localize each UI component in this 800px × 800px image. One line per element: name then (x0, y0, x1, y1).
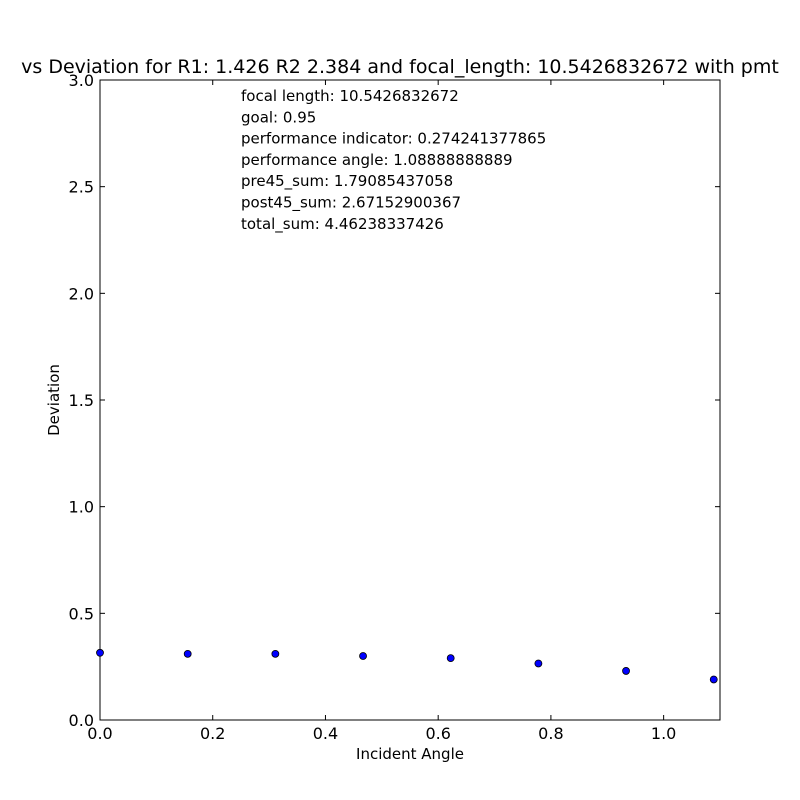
data-point (271, 649, 280, 658)
data-point (446, 654, 455, 663)
y-tick-label: 1.0 (69, 498, 94, 517)
annotation-line: goal: 0.95 (241, 108, 316, 126)
data-point (534, 659, 543, 668)
x-tick-label: 0.6 (425, 724, 450, 743)
chart-title: vs Deviation for R1: 1.426 R2 2.384 and … (21, 56, 779, 78)
plot-area (99, 79, 721, 721)
annotation-line: pre45_sum: 1.79085437058 (241, 172, 453, 191)
y-tick-label: 2.0 (69, 284, 94, 303)
x-tick-label: 0.0 (87, 724, 112, 743)
x-tick-label: 0.2 (200, 724, 225, 743)
y-tick-label: 3.0 (69, 71, 94, 90)
data-point (96, 648, 104, 657)
y-tick-label: 1.5 (69, 391, 94, 410)
data-point (622, 667, 630, 675)
annotation-line: post45_sum: 2.67152900367 (241, 194, 461, 213)
data-point (709, 675, 718, 684)
annotation-line: performance angle: 1.08888888889 (241, 151, 513, 169)
data-points (96, 648, 718, 684)
x-axis-label: Incident Angle (356, 745, 464, 763)
y-tick-label: 2.5 (69, 178, 94, 197)
data-point (183, 649, 192, 658)
annotation-line: performance indicator: 0.274241377865 (241, 130, 546, 148)
y-tick-label: 0.0 (69, 711, 94, 730)
y-tick-label: 0.5 (69, 604, 94, 623)
y-axis-label: Deviation (45, 364, 63, 436)
x-tick-label: 0.4 (313, 724, 338, 743)
annotation-line: focal length: 10.5426832672 (241, 87, 459, 105)
x-tick-label: 0.8 (538, 724, 563, 743)
annotation-line: total_sum: 4.46238337426 (241, 215, 444, 234)
annotation-box: focal length: 10.5426832672 goal: 0.95 per… (241, 87, 546, 234)
axis-ticks: 0.0 0.2 0.4 0.6 0.8 1.0 0.0 0.5 1.0 1.5 2.0 2.5 3.0 (69, 71, 720, 743)
data-point (359, 652, 367, 660)
x-tick-label: 1.0 (651, 724, 676, 743)
